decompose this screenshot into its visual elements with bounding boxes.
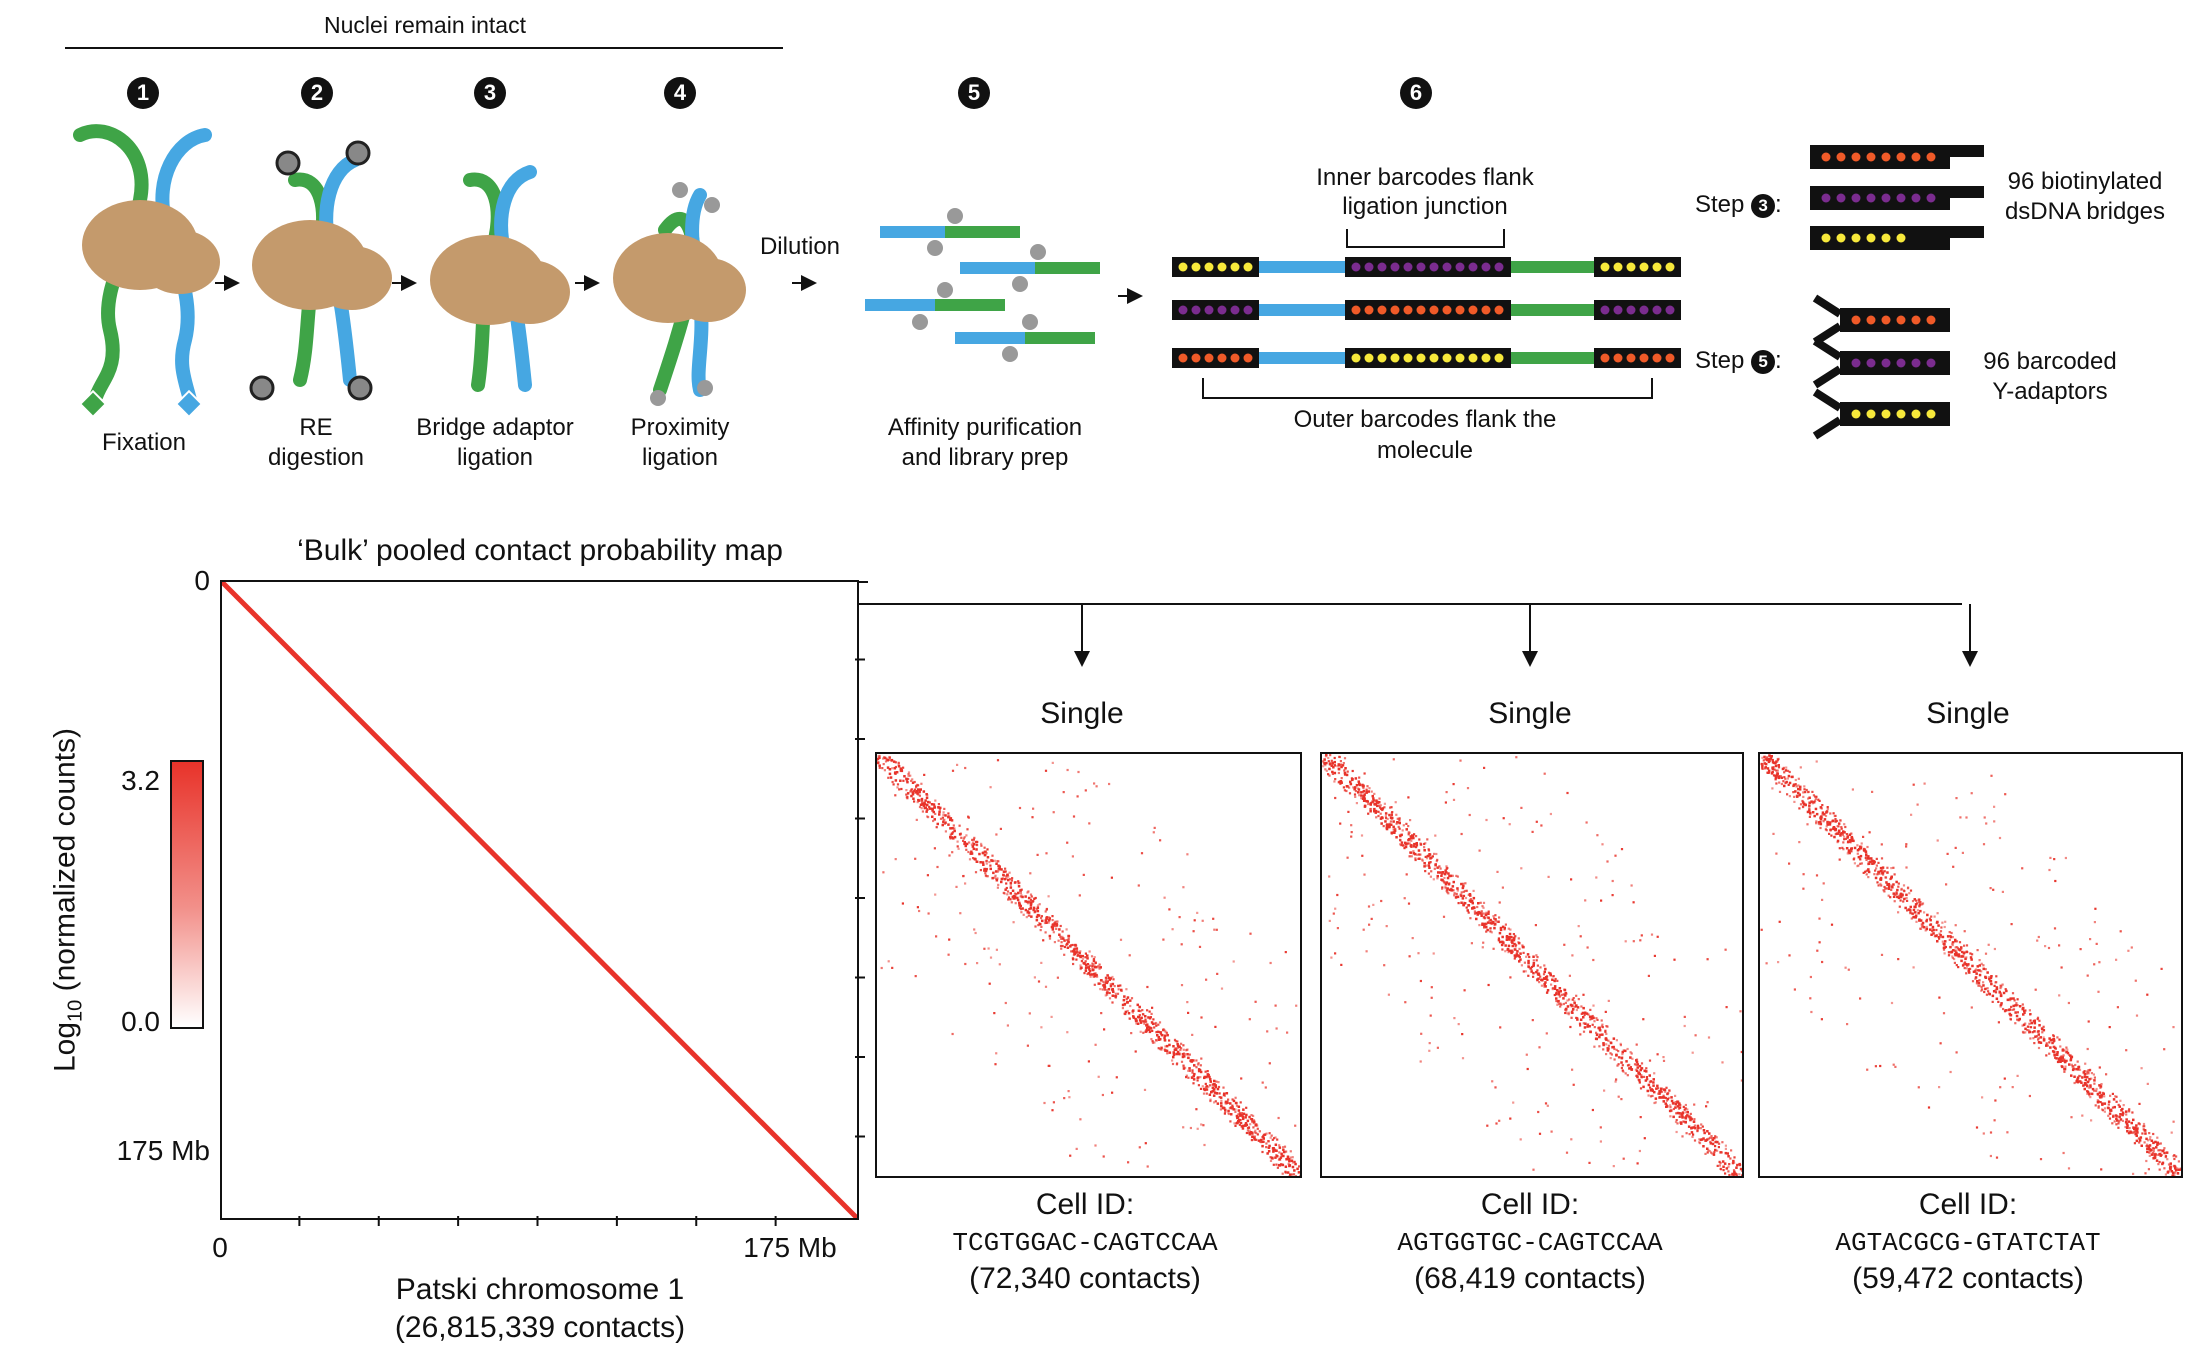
step2-number: 2 (301, 77, 333, 109)
single-3-id-label: Cell ID: (1918, 1188, 2018, 1221)
inner-barcodes-line1: Inner barcodes flank (1316, 164, 1534, 191)
outer-barcodes-line2: molecule (1376, 437, 1474, 464)
single-1-contacts: (72,340 contacts) (969, 1262, 1201, 1295)
legend-bridges (1810, 145, 1984, 250)
legend-bridges-line2: dsDNA bridges (2004, 198, 2166, 225)
step4-label-line2: ligation (641, 444, 719, 471)
single-2-id-label: Cell ID: (1480, 1188, 1580, 1221)
legend-adaptors-line2: Y-adaptors (1992, 378, 2108, 405)
single-3-cell-id: AGTACGCG-GTATCTAT (1835, 1228, 2101, 1258)
step1-number: 1 (127, 77, 159, 109)
single-2-contacts: (68,419 contacts) (1414, 1262, 1646, 1295)
bulk-y-tick-bottom: 175 Mb (116, 1135, 210, 1166)
step2-label-line2: digestion (267, 444, 365, 471)
single-3-heatmap (1760, 754, 2181, 1176)
single-1-id-label: Cell ID: (1035, 1188, 1135, 1221)
bulk-heatmap (222, 582, 857, 1218)
step4-label-line1: Proximity (630, 414, 730, 441)
legend-step5: Step 5: (1695, 347, 1782, 374)
colorbar-min-label: 0.0 (121, 1006, 160, 1037)
legend-step5-number: 5 (1751, 349, 1776, 374)
step2-label-line1: RE (299, 414, 333, 441)
step4-number: 4 (664, 77, 696, 109)
outer-barcodes-line1: Outer barcodes flank the (1293, 406, 1557, 433)
bulk-x-tick-right: 175 Mb (743, 1232, 837, 1263)
single-1-title: Single (1040, 697, 1124, 730)
step1-chromatin (73, 124, 220, 419)
single-1-cell-id: TCGTGGAC-CAGTCCAA (952, 1228, 1218, 1258)
legend-step5-word: Step (1695, 347, 1745, 374)
step5-fragments (865, 208, 1100, 362)
step3-chromatin (430, 165, 570, 392)
bulk-xlabel-line1: Patski chromosome 1 (395, 1273, 685, 1306)
bulk-title: ‘Bulk’ pooled contact probability map (297, 534, 783, 567)
step1-label: Fixation (101, 429, 187, 456)
step4-chromatin (613, 182, 746, 406)
step2-chromatin (249, 140, 392, 401)
legend-step3: Step 3: (1695, 191, 1782, 218)
single-1-map (875, 752, 1302, 1178)
step3-number: 3 (474, 77, 506, 109)
colorbar (170, 760, 204, 1029)
step3-label-line2: ligation (456, 444, 534, 471)
step6-molecules (1172, 229, 1681, 399)
inner-barcodes-line2: ligation junction (1342, 193, 1508, 220)
colorbar-max-label: 3.2 (121, 765, 160, 796)
bulk-xlabel-line2: (26,815,339 contacts) (394, 1311, 686, 1344)
legend-step3-word: Step (1695, 191, 1745, 218)
bulk-contact-map (220, 580, 859, 1220)
bulk-x-tick-left: 0 (212, 1232, 228, 1263)
single-2-title: Single (1488, 697, 1572, 730)
step5-number: 5 (958, 77, 990, 109)
legend-adaptors-line1: 96 barcoded (1983, 348, 2117, 375)
single-2-cell-id: AGTGGTGC-CAGTCCAA (1397, 1228, 1663, 1258)
step5-label-line2: and library prep (901, 444, 1069, 471)
single-1-heatmap (877, 754, 1300, 1176)
bulk-y-tick-top: 0 (194, 565, 210, 596)
single-3-map (1758, 752, 2183, 1178)
step3-label-line1: Bridge adaptor (416, 414, 574, 441)
step5-label-line1: Affinity purification (887, 414, 1083, 441)
step6-number: 6 (1400, 77, 1432, 109)
legend-step3-number: 3 (1751, 193, 1776, 218)
single-3-contacts: (59,472 contacts) (1852, 1262, 2084, 1295)
legend-yadaptors (1812, 294, 1950, 440)
branch-arrows (857, 603, 1978, 667)
single-2-heatmap (1322, 754, 1742, 1176)
nuclei-intact-label: Nuclei remain intact (324, 12, 526, 38)
single-3-title: Single (1926, 697, 2010, 730)
legend-bridges-line1: 96 biotinylated (2007, 168, 2163, 195)
single-2-map (1320, 752, 1744, 1178)
dilution-label: Dilution (759, 233, 841, 260)
